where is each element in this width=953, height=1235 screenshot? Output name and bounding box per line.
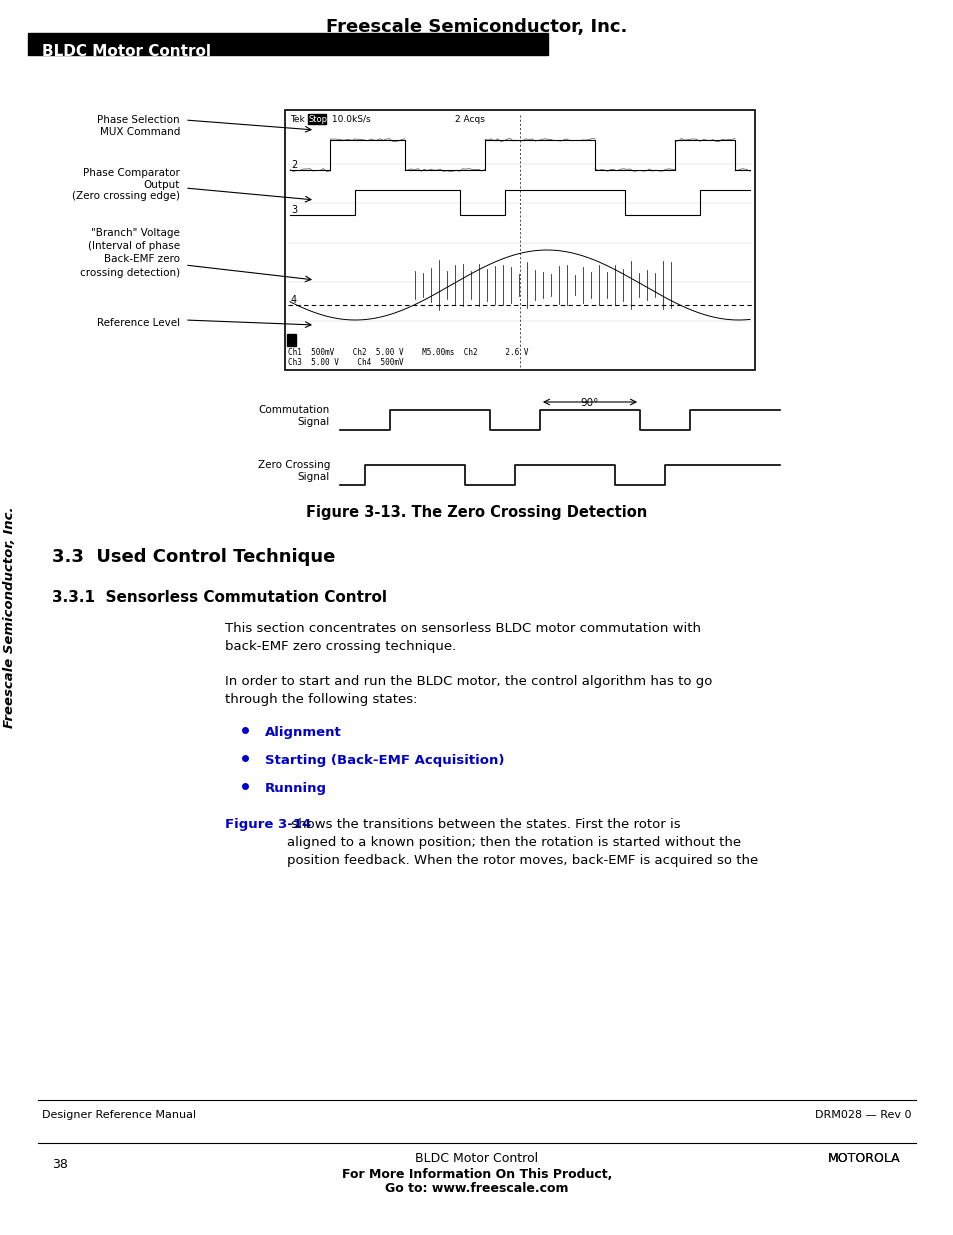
Text: Phase Selection
MUX Command: Phase Selection MUX Command [97, 115, 180, 137]
Text: Starting (Back-EMF Acquisition): Starting (Back-EMF Acquisition) [265, 755, 504, 767]
Text: DRM028 — Rev 0: DRM028 — Rev 0 [815, 1110, 911, 1120]
Text: For More Information On This Product,: For More Information On This Product, [341, 1168, 612, 1181]
Text: 10.0kS/s: 10.0kS/s [329, 115, 370, 124]
Text: 2: 2 [291, 161, 297, 170]
Text: shows the transitions between the states. First the rotor is
aligned to a known : shows the transitions between the states… [286, 818, 757, 867]
Text: Designer Reference Manual: Designer Reference Manual [42, 1110, 196, 1120]
Bar [285, 110, 754, 370]
Text: Commutation
Signal: Commutation Signal [258, 405, 330, 426]
Text: In order to start and run the BLDC motor, the control algorithm has to go
throug: In order to start and run the BLDC motor… [225, 676, 712, 706]
Text: MOTOROLA: MOTOROLA [826, 1152, 899, 1165]
Text: Stop: Stop [309, 115, 328, 124]
Text: Running: Running [265, 782, 327, 795]
Text: Reference Level: Reference Level [97, 317, 180, 329]
Text: 90°: 90° [580, 398, 598, 408]
Text: 38: 38 [52, 1158, 68, 1171]
Text: This section concentrates on sensorless BLDC motor commutation with
back-EMF zer: This section concentrates on sensorless … [225, 622, 700, 653]
Text: "Branch" Voltage
(Interval of phase
Back-EMF zero
crossing detection): "Branch" Voltage (Interval of phase Back… [80, 228, 180, 278]
Text: BLDC Motor Control: BLDC Motor Control [415, 1152, 538, 1165]
Text: Alignment: Alignment [265, 726, 341, 739]
Bar [308, 114, 326, 124]
Text: 4: 4 [291, 295, 296, 305]
Text: 2 Acqs: 2 Acqs [455, 115, 484, 124]
Text: 3: 3 [291, 205, 296, 215]
Text: Freescale Semiconductor, Inc.: Freescale Semiconductor, Inc. [326, 19, 627, 36]
Text: Phase Comparator
Output
(Zero crossing edge): Phase Comparator Output (Zero crossing e… [71, 168, 180, 201]
Text: Go to: www.freescale.com: Go to: www.freescale.com [385, 1182, 568, 1195]
Text: Figure 3-13. The Zero Crossing Detection: Figure 3-13. The Zero Crossing Detection [306, 505, 647, 520]
Bar [28, 33, 547, 56]
Text: Figure 3-14: Figure 3-14 [225, 818, 311, 831]
Text: Zero Crossing
Signal: Zero Crossing Signal [257, 459, 330, 482]
Text: MOTOROLA: MOTOROLA [826, 1152, 899, 1165]
Text: 3.3.1  Sensorless Commutation Control: 3.3.1 Sensorless Commutation Control [52, 590, 387, 605]
Text: Ch1  500mV    Ch2  5.00 V    M5.00ms  Ch2      2.6 V
Ch3  5.00 V    Ch4  500mV: Ch1 500mV Ch2 5.00 V M5.00ms Ch2 2.6 V C… [288, 347, 528, 367]
Text: BLDC Motor Control: BLDC Motor Control [42, 44, 211, 59]
Text: Tek: Tek [290, 115, 307, 124]
Text: H: H [288, 335, 295, 345]
Text: Freescale Semiconductor, Inc.: Freescale Semiconductor, Inc. [4, 506, 16, 727]
Text: 3.3  Used Control Technique: 3.3 Used Control Technique [52, 548, 335, 566]
